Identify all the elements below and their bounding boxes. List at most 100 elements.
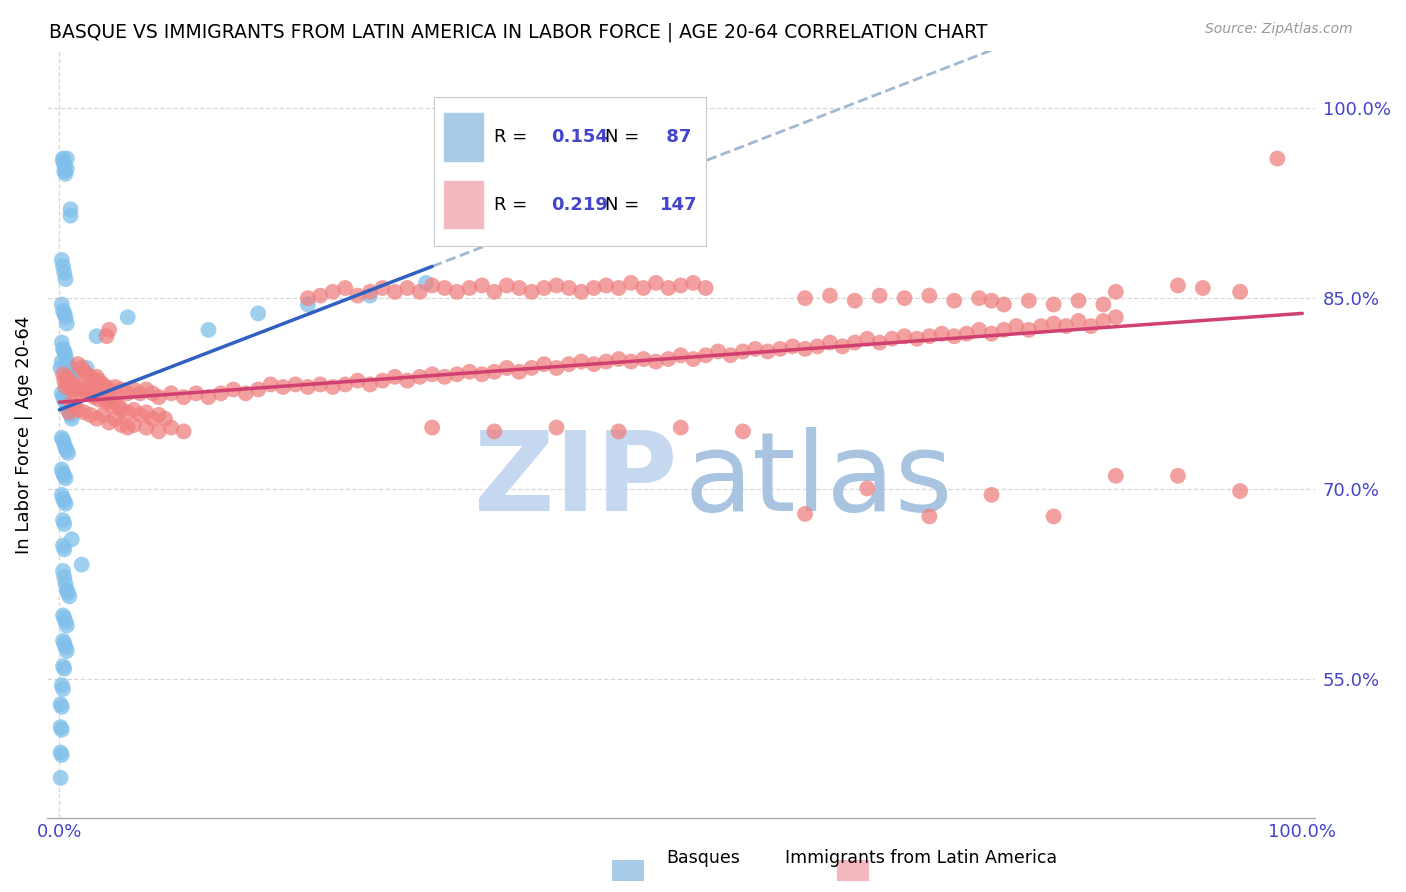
Point — [66, 383, 89, 397]
Point — [484, 285, 506, 299]
Point — [818, 288, 841, 302]
Point — [60, 395, 83, 409]
Point — [66, 357, 89, 371]
Point — [117, 310, 139, 325]
Point — [607, 352, 630, 367]
Point — [893, 329, 915, 343]
Point — [98, 392, 121, 407]
Point — [1191, 281, 1213, 295]
Point — [197, 323, 219, 337]
Text: BASQUE VS IMMIGRANTS FROM LATIN AMERICA IN LABOR FORCE | AGE 20-64 CORRELATION C: BASQUE VS IMMIGRANTS FROM LATIN AMERICA … — [49, 22, 987, 42]
Point — [55, 615, 77, 629]
Point — [458, 365, 481, 379]
Point — [56, 357, 79, 371]
Point — [58, 590, 80, 604]
Point — [433, 369, 456, 384]
Point — [271, 380, 294, 394]
Point — [135, 420, 157, 434]
Point — [495, 360, 517, 375]
Point — [508, 365, 530, 379]
Point — [471, 368, 494, 382]
Point — [731, 425, 754, 439]
Point — [335, 281, 357, 295]
Point — [645, 354, 668, 368]
Point — [546, 360, 568, 375]
Point — [55, 582, 77, 597]
Point — [56, 402, 79, 417]
Point — [51, 386, 73, 401]
Point — [880, 332, 903, 346]
Point — [695, 348, 717, 362]
Point — [222, 383, 245, 397]
Point — [63, 377, 86, 392]
Point — [645, 276, 668, 290]
Point — [51, 462, 73, 476]
Point — [546, 278, 568, 293]
Point — [980, 293, 1002, 308]
Point — [55, 354, 77, 368]
Point — [52, 260, 75, 274]
Point — [1105, 310, 1128, 325]
Point — [53, 344, 76, 359]
Point — [49, 698, 72, 712]
Point — [52, 608, 75, 623]
Point — [856, 332, 879, 346]
Point — [620, 354, 643, 368]
Point — [51, 253, 73, 268]
Point — [53, 494, 76, 508]
Point — [51, 678, 73, 692]
Point — [55, 348, 77, 362]
Point — [669, 348, 692, 362]
Point — [51, 747, 73, 762]
Point — [931, 326, 953, 341]
Point — [55, 310, 77, 325]
Point — [51, 699, 73, 714]
Point — [297, 297, 319, 311]
Point — [893, 291, 915, 305]
Point — [918, 329, 941, 343]
Point — [98, 383, 121, 397]
Point — [49, 360, 72, 375]
Point — [104, 380, 127, 394]
Point — [657, 281, 679, 295]
Point — [55, 317, 77, 331]
Point — [943, 329, 966, 343]
Point — [247, 306, 270, 320]
Point — [104, 411, 127, 425]
Point — [52, 564, 75, 578]
Point — [148, 408, 170, 422]
Point — [471, 278, 494, 293]
Point — [60, 368, 83, 382]
Point — [756, 344, 779, 359]
Point — [582, 357, 605, 371]
Point — [533, 357, 555, 371]
Point — [669, 420, 692, 434]
Point — [1054, 319, 1077, 334]
Point — [56, 377, 79, 392]
Point — [53, 662, 76, 676]
Point — [58, 374, 80, 388]
Point — [122, 418, 145, 433]
Point — [141, 386, 163, 401]
Point — [53, 611, 76, 625]
Point — [607, 281, 630, 295]
Text: Basques: Basques — [666, 849, 740, 867]
Point — [1105, 285, 1128, 299]
Point — [52, 513, 75, 527]
Point — [52, 303, 75, 318]
Point — [1042, 297, 1064, 311]
Point — [384, 285, 406, 299]
Point — [869, 335, 891, 350]
Point — [415, 276, 437, 290]
Point — [409, 369, 432, 384]
Point — [607, 425, 630, 439]
Point — [60, 533, 83, 547]
Point — [769, 342, 792, 356]
Point — [55, 618, 77, 632]
Point — [409, 285, 432, 299]
Point — [396, 374, 419, 388]
Point — [110, 383, 132, 397]
Point — [148, 425, 170, 439]
Point — [309, 288, 332, 302]
Point — [53, 392, 76, 407]
